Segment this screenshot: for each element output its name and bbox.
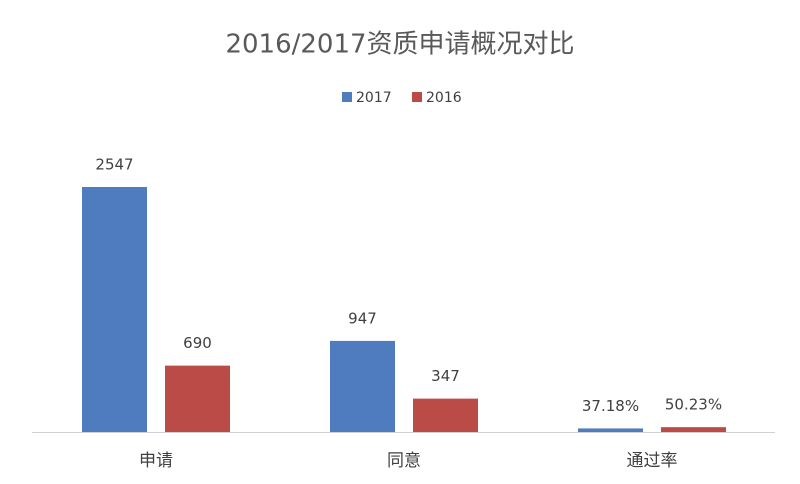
x-tick-label: 同意: [387, 451, 421, 471]
legend-swatch: [342, 92, 352, 102]
chart-title: 2016/2017资质申请概况对比: [225, 30, 574, 60]
bar: [330, 340, 395, 432]
x-tick-label: 申请: [139, 451, 173, 471]
legend-label: 2016: [426, 90, 462, 106]
bar: [661, 427, 726, 432]
value-label: 50.23%: [665, 396, 722, 414]
bar: [578, 428, 643, 432]
legend-swatch: [412, 92, 422, 102]
value-label: 947: [348, 309, 377, 327]
value-label: 690: [183, 334, 212, 352]
value-label: 2547: [95, 156, 133, 174]
bar: [413, 398, 478, 432]
bar: [82, 187, 147, 432]
legend-label: 2017: [356, 90, 392, 106]
value-label: 37.18%: [582, 397, 639, 415]
x-tick-label: 通过率: [627, 451, 678, 471]
bar: [165, 365, 230, 432]
value-label: 347: [431, 367, 460, 385]
